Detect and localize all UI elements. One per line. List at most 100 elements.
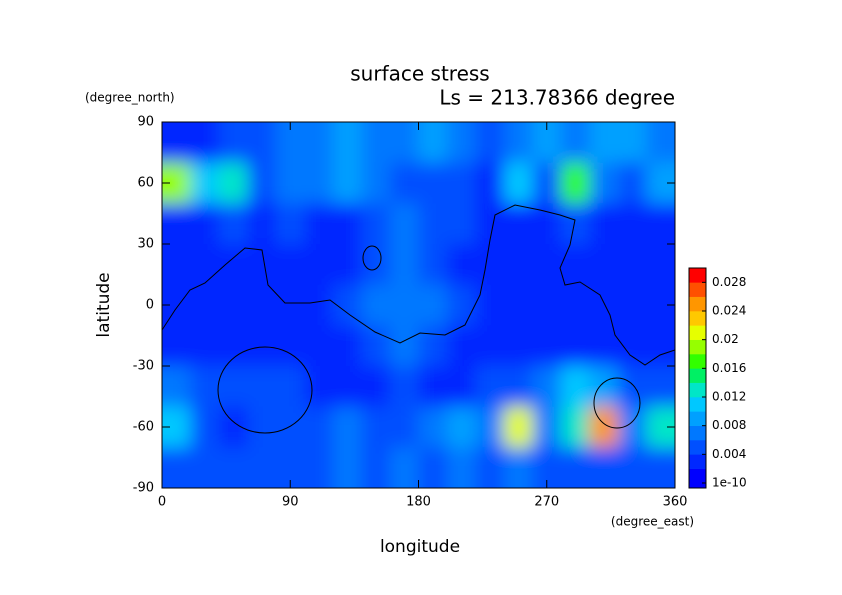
field-cell	[361, 284, 391, 326]
field-cell	[532, 366, 562, 408]
field-cell	[276, 366, 305, 408]
colorbar-tick-label: 0.016	[712, 361, 746, 375]
field-cell	[333, 122, 362, 164]
field-cell	[276, 244, 305, 286]
field-cell	[304, 325, 334, 367]
field-cell	[418, 325, 448, 367]
field-cell	[618, 244, 647, 286]
colorbar-frame	[688, 267, 707, 489]
y-tick-label: -90	[133, 481, 154, 496]
field-cell	[418, 284, 448, 326]
field-cell	[561, 162, 590, 204]
field-cell	[475, 406, 505, 448]
field-cell	[646, 447, 675, 488]
field-cell	[304, 162, 334, 204]
field-cell	[162, 366, 191, 408]
field-cell	[589, 122, 619, 164]
field-cell	[361, 162, 391, 204]
colorbar-tick-label: 0.028	[712, 275, 746, 289]
field-cell	[532, 406, 562, 448]
colorbar-tick-label: 0.012	[712, 390, 746, 404]
field-cell	[618, 447, 647, 488]
x-tick-label: 90	[282, 495, 299, 510]
field-cell	[447, 284, 476, 326]
field-cell	[504, 162, 533, 204]
field-cell	[276, 162, 305, 204]
colorbar-band	[689, 325, 706, 340]
field-cell	[532, 284, 562, 326]
field-cells	[162, 122, 675, 488]
field-cell	[418, 203, 448, 245]
field-cell	[361, 325, 391, 367]
x-axis-label: longitude	[380, 537, 460, 557]
field-cell	[418, 366, 448, 408]
field-cell	[561, 203, 590, 245]
colorbar-tick-label: 0.004	[712, 447, 746, 461]
field-cell	[447, 447, 476, 488]
field-cell	[276, 406, 305, 448]
field-cell	[247, 366, 277, 408]
field-cell	[333, 406, 362, 448]
field-cell	[561, 244, 590, 286]
field-cell	[247, 406, 277, 448]
field-cell	[219, 244, 248, 286]
field-cell	[646, 203, 675, 245]
field-cell	[447, 122, 476, 164]
y-tick-label: 90	[137, 115, 154, 130]
field-cell	[646, 162, 675, 204]
field-cell	[333, 203, 362, 245]
colorbar: 1e-10 0.004 0.008 0.012 0.016 0.02 0.024 0.028	[688, 267, 747, 490]
field-cell	[646, 366, 675, 408]
field-cell	[276, 325, 305, 367]
y-unit: (degree_north)	[85, 91, 175, 105]
field-cell	[561, 406, 590, 448]
field-cell	[333, 284, 362, 326]
field-cell	[418, 447, 448, 488]
field-cell	[447, 366, 476, 408]
field-cell	[504, 203, 533, 245]
colorbar-tick-label: 0.024	[712, 304, 746, 318]
field-cell	[504, 447, 533, 488]
field-cell	[390, 162, 419, 204]
field-cell	[190, 122, 220, 164]
field-cell	[447, 203, 476, 245]
colorbar-band	[689, 440, 706, 455]
field-cell	[247, 122, 277, 164]
chart-title: surface stress	[350, 62, 489, 86]
field-cell	[618, 325, 647, 367]
field-cell	[418, 122, 448, 164]
field-cell	[276, 203, 305, 245]
colorbar-band	[689, 382, 706, 398]
colorbar-band	[689, 296, 706, 312]
y-tick-label: 30	[137, 237, 154, 252]
field-cell	[304, 122, 334, 164]
contour-line	[162, 204, 675, 366]
field-cell	[532, 325, 562, 367]
field-cell	[190, 244, 220, 286]
colorbar-band	[689, 454, 706, 469]
field-cell	[561, 122, 590, 164]
y-axis-label: latitude	[94, 272, 114, 337]
field-cell	[475, 244, 505, 286]
colorbar-band	[689, 311, 706, 326]
colorbar-band	[689, 368, 706, 383]
field-cell	[447, 244, 476, 286]
colorbar-band	[689, 354, 706, 369]
field-cell	[561, 325, 590, 367]
field-cell	[475, 162, 505, 204]
field-cell	[390, 244, 419, 286]
field-cell	[247, 447, 277, 488]
field-cell	[190, 406, 220, 448]
field-cell	[361, 244, 391, 286]
field-cell	[219, 203, 248, 245]
field-cell	[504, 244, 533, 286]
field-cell	[475, 366, 505, 408]
field-cell	[219, 284, 248, 326]
field-cell	[561, 447, 590, 488]
field-cell	[304, 447, 334, 488]
field-cell	[418, 244, 448, 286]
field-cell	[333, 325, 362, 367]
field-cell	[162, 203, 191, 245]
field-cell	[304, 244, 334, 286]
field-cell	[361, 406, 391, 448]
